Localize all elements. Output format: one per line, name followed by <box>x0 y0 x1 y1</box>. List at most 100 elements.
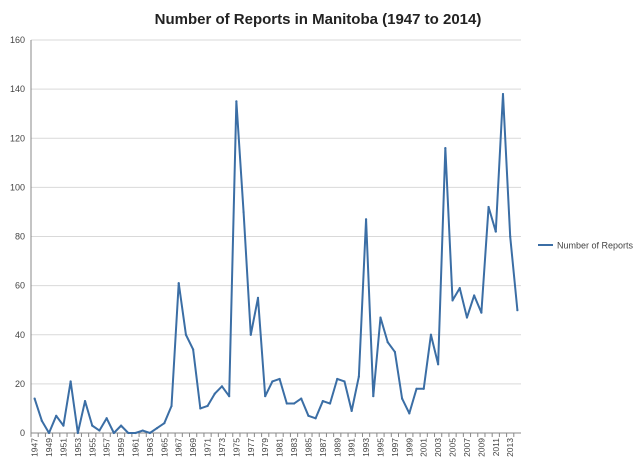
x-tick-label: 1951 <box>58 438 68 457</box>
x-tick-label: 1985 <box>303 438 313 457</box>
chart-title: Number of Reports in Manitoba (1947 to 2… <box>155 11 482 28</box>
x-tick-label: 1975 <box>231 438 241 457</box>
data-point <box>401 397 404 400</box>
x-tick-label: 1947 <box>30 438 40 457</box>
x-tick-label: 1995 <box>375 438 385 457</box>
y-tick-label: 60 <box>15 281 25 291</box>
data-point <box>98 429 101 432</box>
data-point <box>328 402 332 405</box>
data-point <box>62 424 65 427</box>
x-tick-label: 1993 <box>361 438 371 457</box>
data-point <box>343 380 346 383</box>
y-axis-tick-labels: 0 20 40 60 80 100 120 140 160 <box>10 35 25 438</box>
data-point <box>264 395 267 398</box>
series-line-number-of-reports <box>33 93 519 434</box>
y-tick-label: 140 <box>10 84 25 94</box>
data-point <box>220 385 224 388</box>
data-point <box>83 399 87 403</box>
x-tick-label: 2011 <box>491 438 501 457</box>
data-point <box>437 363 440 366</box>
x-tick-label: 1999 <box>404 438 414 457</box>
x-tick-label: 1973 <box>217 438 227 457</box>
data-point <box>473 294 476 297</box>
data-point <box>170 404 173 408</box>
data-point <box>163 422 166 425</box>
x-tick-label: 1983 <box>289 438 299 457</box>
data-point <box>148 431 151 435</box>
y-tick-label: 80 <box>15 232 25 242</box>
data-point <box>422 387 425 390</box>
data-point <box>105 417 108 420</box>
x-axis-tick-labels: 1947 1949 1951 1953 1955 1957 1959 1961 1963 1965… <box>30 438 516 457</box>
data-point <box>321 399 324 403</box>
x-tick-label: 1969 <box>188 438 198 457</box>
data-point <box>516 309 519 312</box>
x-tick-label: 1981 <box>275 438 285 457</box>
data-point <box>76 431 79 435</box>
data-point <box>451 299 454 302</box>
x-tick-label: 1991 <box>347 438 357 457</box>
data-point <box>249 333 252 336</box>
data-point <box>336 377 339 381</box>
y-tick-label: 0 <box>20 428 25 438</box>
data-point <box>465 316 469 319</box>
x-tick-label: 1997 <box>390 438 400 457</box>
x-tick-label: 1963 <box>145 438 155 457</box>
x-tick-label: 1987 <box>318 438 328 457</box>
data-point <box>40 419 43 422</box>
data-point <box>444 146 447 150</box>
legend: Number of Reports <box>538 241 634 251</box>
data-point <box>141 429 144 432</box>
data-point <box>184 333 188 336</box>
x-tick-label: 1949 <box>44 438 54 457</box>
x-tick-label: 2007 <box>462 438 472 457</box>
data-point <box>357 375 360 378</box>
data-point <box>509 235 512 238</box>
data-point <box>177 282 180 285</box>
series-layer <box>33 92 519 435</box>
data-point <box>494 230 497 233</box>
x-tick-label: 1953 <box>73 438 83 457</box>
y-tick-label: 120 <box>10 133 25 143</box>
data-point <box>69 380 72 383</box>
data-point <box>235 100 238 103</box>
y-tick-label: 100 <box>10 182 25 192</box>
data-point <box>199 407 202 410</box>
data-point <box>256 296 260 300</box>
data-point <box>134 431 137 435</box>
data-point <box>112 431 115 435</box>
data-point <box>480 311 483 314</box>
y-tick-label: 20 <box>15 379 25 389</box>
x-tick-label: 1957 <box>102 438 112 457</box>
data-point <box>91 424 94 427</box>
data-point <box>307 414 310 417</box>
x-tick-label: 2013 <box>505 438 515 457</box>
data-point <box>379 316 382 319</box>
data-point <box>278 377 281 381</box>
data-point <box>127 431 130 435</box>
data-point <box>228 395 231 398</box>
data-point <box>285 402 288 405</box>
x-tick-label: 2009 <box>476 438 486 457</box>
data-point <box>487 205 490 209</box>
data-point <box>156 426 159 430</box>
data-point <box>47 431 51 435</box>
y-tick-label: 40 <box>15 330 25 340</box>
data-point <box>364 218 368 221</box>
x-tick-label: 2005 <box>448 438 458 457</box>
data-point <box>393 350 396 354</box>
x-tick-label: 1989 <box>332 438 342 457</box>
data-point <box>372 395 375 398</box>
data-point <box>314 417 317 420</box>
x-tick-label: 1967 <box>174 438 184 457</box>
data-point <box>213 392 216 395</box>
x-tick-label: 1961 <box>130 438 140 457</box>
x-tick-label: 1959 <box>116 438 126 457</box>
x-tick-label: 1979 <box>260 438 270 457</box>
data-point <box>350 409 353 412</box>
data-point <box>300 397 303 400</box>
data-point <box>206 404 209 408</box>
x-tick-label: 2001 <box>419 438 429 457</box>
data-point <box>292 402 296 405</box>
data-point <box>33 397 36 400</box>
